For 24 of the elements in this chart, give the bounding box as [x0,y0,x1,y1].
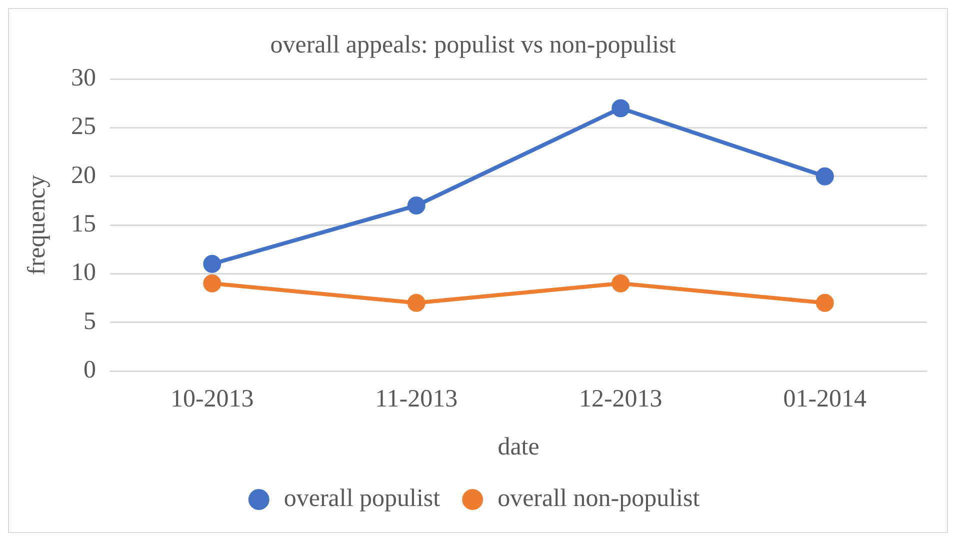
x-tick-label: 11-2013 [375,386,458,413]
point [612,99,630,118]
y-tick-label: 30 [71,64,96,92]
y-tick-label: 10 [71,259,96,286]
y-axis-title: frequency [24,174,51,275]
point [816,294,834,312]
x-tick-label: 12-2013 [578,386,662,413]
x-axis-title: date [498,434,540,461]
x-tick-label: 10-2013 [170,386,254,413]
x-tick-label: 01-2014 [783,386,868,413]
legend-label: overall non-populist [498,485,700,512]
point [612,274,630,292]
point [407,196,426,215]
point [816,167,834,186]
y-tick-label: 20 [71,162,96,189]
y-tick-label: 0 [84,356,96,384]
y-tick-label: 15 [71,210,96,238]
point [407,294,426,312]
legend-label: overall populist [284,485,440,512]
point [203,254,222,273]
point [203,274,222,292]
y-tick-label: 5 [84,308,96,335]
y-tick-label: 25 [71,113,96,140]
chart-title: overall appeals: populist vs non-populist [270,32,676,59]
